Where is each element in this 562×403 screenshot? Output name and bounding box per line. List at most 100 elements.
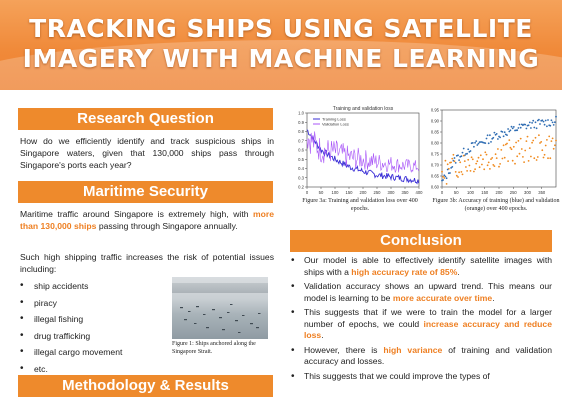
accuracy-point [484,151,487,154]
accuracy-point [485,137,488,140]
accuracy-point [458,159,460,161]
accuracy-point [476,160,479,163]
conclusion-highlight: more accurate over time [392,292,493,303]
accuracy-point [524,123,527,126]
conclusion-item: Validation accuracy shows an upward tren… [290,281,552,304]
accuracy-point [551,137,554,140]
accuracy-point [489,134,491,137]
accuracy-point [487,142,490,145]
accuracy-point [487,161,490,164]
accuracy-point [510,125,513,128]
accuracy-point [443,174,446,177]
x-tick-label: 300 [388,190,396,195]
accuracy-point [519,137,522,140]
conclusion-item: However, there is high variance of train… [290,345,552,368]
accuracy-point [450,167,452,169]
conclusion-heading: Conclusion [290,230,552,252]
issue-item: illegal fishing [20,313,170,330]
accuracy-point [478,166,481,169]
issue-item: drug trafficking [20,330,170,347]
accuracy-point [498,165,500,168]
loss-series-line [306,131,419,174]
accuracy-point [502,135,505,138]
accuracy-point [457,176,459,178]
accuracy-point [462,154,465,157]
accuracy-point [527,160,530,162]
accuracy-point [485,153,488,156]
accuracy-point [508,139,511,141]
accuracy-point [509,129,512,132]
accuracy-point [526,135,529,138]
accuracy-point [490,141,492,143]
plot-frame [441,109,557,188]
x-tick-label: 250 [510,190,518,195]
maritime-p1-before: Maritime traffic around Singapore is ext… [20,209,253,219]
conclusion-text: . [492,292,495,303]
accuracy-point [450,161,452,164]
accuracy-point [509,146,512,149]
accuracy-point [445,177,448,180]
accuracy-point [460,171,463,173]
accuracy-point [512,145,515,148]
accuracy-point [552,147,555,150]
accuracy-point [499,163,501,165]
poster-header: TRACKING SHIPS USING SATELLITE IMAGERY W… [0,0,562,90]
conclusion-text: This suggests that we could improve the … [304,370,490,381]
accuracy-point [474,141,476,144]
loss-chart-svg: 0 50 100 150 200 250 300 350 400 0.2 0.3 0.4 0.5 0.6 0… [298,106,424,195]
accuracy-point [491,157,494,159]
accuracy-point [538,118,540,121]
research-question-text: How do we efficiently identify and track… [20,136,274,170]
accuracy-point [503,156,506,159]
accuracy-point [499,136,501,139]
conclusion-text: . [321,330,324,340]
y-tick-label: 0.3 [298,175,304,180]
y-tick-label: 0.6 [298,148,304,153]
accuracy-point [503,131,506,134]
accuracy-point [471,142,474,144]
accuracy-point [502,144,505,147]
accuracy-point [470,156,473,159]
accuracy-point [525,127,528,130]
methodology-results-heading: Methodology & Results [18,375,273,397]
accuracy-point [506,142,508,145]
accuracy-point [542,156,545,159]
y-tick-label: 0.7 [298,138,304,143]
accuracy-point [533,157,536,160]
conclusion-text: . [457,266,460,277]
accuracy-point [469,150,472,152]
accuracy-point [465,166,467,168]
accuracy-point [538,134,540,137]
accuracy-point [477,156,480,159]
accuracy-point [474,168,476,171]
accuracy-point [532,139,535,142]
accuracy-point [507,160,509,162]
accuracy-point [530,127,532,129]
conclusion-highlight: high accuracy rate of 85% [351,266,458,277]
accuracy-point [543,153,546,156]
accuracy-point [445,183,448,185]
loss-series-line [306,129,420,185]
accuracy-point [543,123,546,126]
accuracy-point [446,163,449,166]
y-tick-label: 0.8 [298,129,304,134]
conclusion-text: However, there is [304,344,384,355]
accuracy-point [541,149,544,152]
header-decoration [0,40,562,90]
accuracy-point [522,156,524,158]
y-tick-label: 0.4 [298,166,304,171]
accuracy-point [549,157,552,160]
accuracy-point [531,122,533,124]
accuracy-point [511,159,514,162]
accuracy-point [454,162,457,164]
accuracy-point [483,168,486,171]
accuracy-point [540,141,543,143]
conclusion-text: This suggests that if we were to train t… [304,307,552,329]
accuracy-point [517,127,520,129]
issue-item: ship accidents [20,280,170,297]
x-tick-label: 400 [416,190,424,195]
figure-3b-caption: Figure 3b: Accuracy of training (blue) a… [432,198,560,212]
accuracy-point [441,170,443,173]
accuracy-point [551,121,554,124]
x-tick-label: 250 [374,190,382,195]
